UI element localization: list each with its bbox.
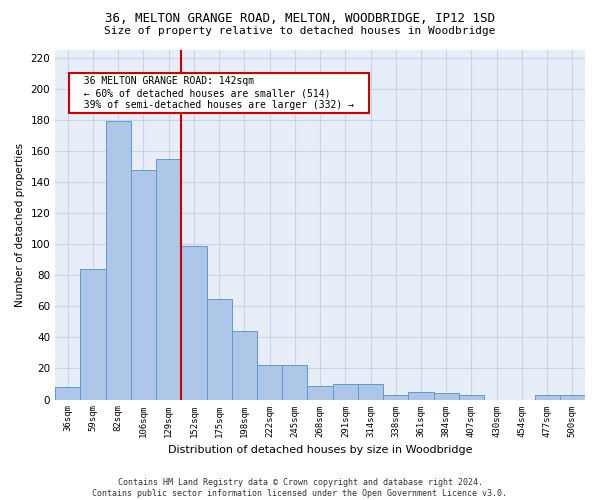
Text: Size of property relative to detached houses in Woodbridge: Size of property relative to detached ho… bbox=[104, 26, 496, 36]
Bar bbox=[358, 384, 383, 400]
Bar bbox=[459, 395, 484, 400]
Bar bbox=[232, 331, 257, 400]
Text: 36, MELTON GRANGE ROAD, MELTON, WOODBRIDGE, IP12 1SD: 36, MELTON GRANGE ROAD, MELTON, WOODBRID… bbox=[105, 12, 495, 26]
Bar bbox=[282, 366, 307, 400]
Bar bbox=[181, 246, 206, 400]
Bar bbox=[383, 395, 409, 400]
Bar bbox=[332, 384, 358, 400]
Bar bbox=[106, 122, 131, 400]
Bar bbox=[560, 395, 585, 400]
Text: 36 MELTON GRANGE ROAD: 142sqm  
  ← 60% of detached houses are smaller (514)  
 : 36 MELTON GRANGE ROAD: 142sqm ← 60% of d… bbox=[73, 76, 366, 110]
Bar bbox=[535, 395, 560, 400]
Bar bbox=[55, 387, 80, 400]
Bar bbox=[206, 298, 232, 400]
Bar bbox=[257, 366, 282, 400]
Bar bbox=[131, 170, 156, 400]
Text: Contains HM Land Registry data © Crown copyright and database right 2024.
Contai: Contains HM Land Registry data © Crown c… bbox=[92, 478, 508, 498]
Y-axis label: Number of detached properties: Number of detached properties bbox=[15, 142, 25, 307]
Bar bbox=[307, 386, 332, 400]
Bar bbox=[434, 394, 459, 400]
Bar bbox=[80, 269, 106, 400]
Bar bbox=[156, 159, 181, 400]
Bar bbox=[409, 392, 434, 400]
X-axis label: Distribution of detached houses by size in Woodbridge: Distribution of detached houses by size … bbox=[168, 445, 472, 455]
